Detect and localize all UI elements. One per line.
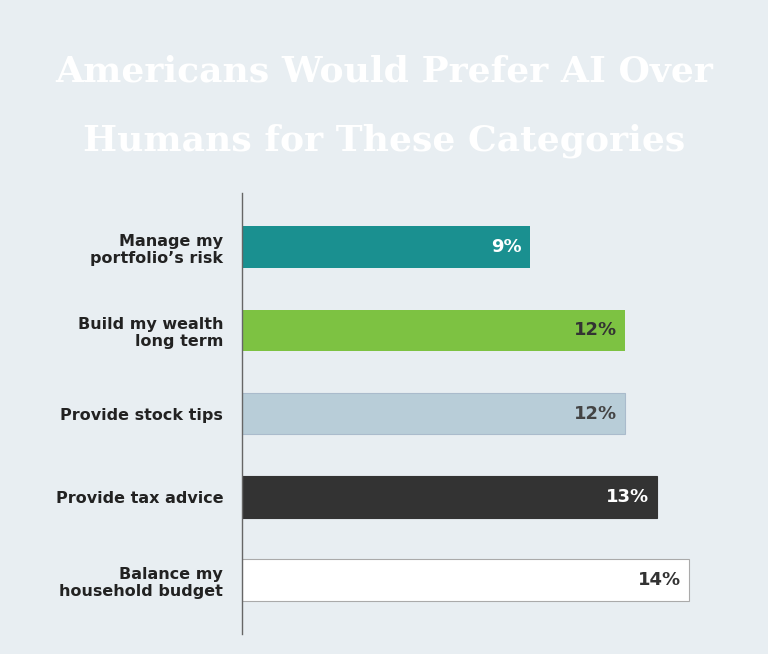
Bar	[242, 393, 625, 434]
Bar	[242, 309, 625, 351]
Text: 12%: 12%	[574, 405, 617, 422]
Text: 13%: 13%	[606, 488, 650, 506]
Bar	[242, 559, 690, 601]
Text: 12%: 12%	[574, 321, 617, 339]
Text: 14%: 14%	[638, 571, 681, 589]
Text: Humans for These Categories: Humans for These Categories	[83, 123, 685, 158]
Bar	[242, 476, 657, 518]
Text: Americans Would Prefer AI Over: Americans Would Prefer AI Over	[55, 55, 713, 89]
Text: 9%: 9%	[491, 238, 521, 256]
Bar	[242, 226, 530, 268]
